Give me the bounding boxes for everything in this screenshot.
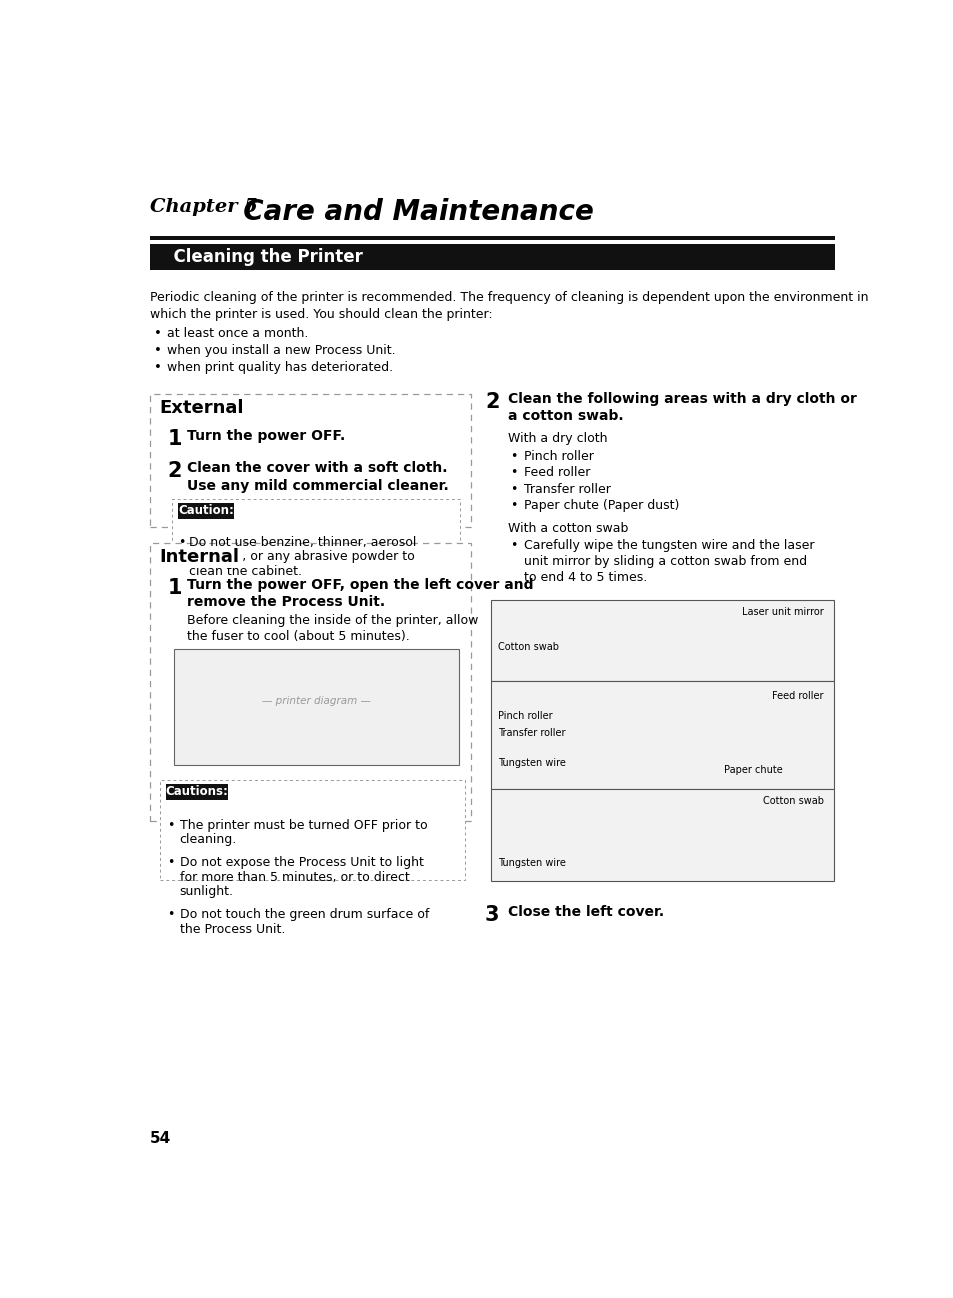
Text: Transfer roller: Transfer roller xyxy=(497,728,565,739)
Text: to end 4 to 5 times.: to end 4 to 5 times. xyxy=(523,571,646,584)
Text: Use any mild commercial cleaner.: Use any mild commercial cleaner. xyxy=(187,479,449,493)
Text: clean the cabinet.: clean the cabinet. xyxy=(189,565,302,578)
Text: Do not touch the green drum surface of: Do not touch the green drum surface of xyxy=(179,909,429,922)
Text: 3: 3 xyxy=(484,905,499,924)
Text: •: • xyxy=(178,536,185,549)
Text: Close the left cover.: Close the left cover. xyxy=(508,905,663,919)
Text: 2: 2 xyxy=(484,392,499,411)
Text: for more than 5 minutes, or to direct: for more than 5 minutes, or to direct xyxy=(179,871,409,884)
Text: •: • xyxy=(167,857,174,870)
Text: •: • xyxy=(167,909,174,922)
Text: Tungsten wire: Tungsten wire xyxy=(497,858,565,868)
Text: Before cleaning the inside of the printer, allow: Before cleaning the inside of the printe… xyxy=(187,614,478,627)
Text: Laser unit mirror: Laser unit mirror xyxy=(741,607,822,617)
Text: Cautions:: Cautions: xyxy=(165,785,228,798)
Text: at least once a month.: at least once a month. xyxy=(167,327,309,340)
Bar xyxy=(491,789,833,881)
FancyBboxPatch shape xyxy=(150,544,471,820)
Text: Cotton swab: Cotton swab xyxy=(761,796,822,806)
Text: Pinch roller: Pinch roller xyxy=(523,449,593,462)
Text: unit mirror by sliding a cotton swab from end: unit mirror by sliding a cotton swab fro… xyxy=(523,556,806,569)
Text: Internal: Internal xyxy=(159,548,239,566)
Text: Pinch roller: Pinch roller xyxy=(497,711,552,720)
Text: when you install a new Process Unit.: when you install a new Process Unit. xyxy=(167,344,395,357)
Text: With a dry cloth: With a dry cloth xyxy=(508,432,607,445)
Text: the Process Unit.: the Process Unit. xyxy=(179,923,285,936)
Text: •: • xyxy=(509,483,517,496)
Text: — printer diagram —: — printer diagram — xyxy=(262,696,371,706)
Text: Feed roller: Feed roller xyxy=(523,466,590,479)
Text: sunlight.: sunlight. xyxy=(179,885,233,898)
Text: remove the Process Unit.: remove the Process Unit. xyxy=(187,596,385,610)
Text: Clean the following areas with a dry cloth or: Clean the following areas with a dry clo… xyxy=(508,392,857,406)
Text: Carefully wipe the tungsten wire and the laser: Carefully wipe the tungsten wire and the… xyxy=(523,539,814,552)
Text: Turn the power OFF.: Turn the power OFF. xyxy=(187,428,345,443)
Text: With a cotton swab: With a cotton swab xyxy=(508,522,628,535)
Text: •: • xyxy=(509,539,517,552)
FancyBboxPatch shape xyxy=(159,780,464,880)
Text: Turn the power OFF, open the left cover and: Turn the power OFF, open the left cover … xyxy=(187,578,534,592)
Bar xyxy=(150,236,835,240)
Text: Feed roller: Feed roller xyxy=(771,692,822,701)
Bar xyxy=(150,244,835,270)
Text: a cotton swab.: a cotton swab. xyxy=(508,409,623,423)
Text: Caution:: Caution: xyxy=(178,504,233,517)
Text: •: • xyxy=(154,344,162,357)
Text: Paper chute (Paper dust): Paper chute (Paper dust) xyxy=(523,500,679,513)
Text: which the printer is used. You should clean the printer:: which the printer is used. You should cl… xyxy=(150,308,493,321)
Text: Do not expose the Process Unit to light: Do not expose the Process Unit to light xyxy=(179,857,423,870)
Text: Cleaning the Printer: Cleaning the Printer xyxy=(162,248,362,266)
Text: •: • xyxy=(154,327,162,340)
Text: cleaners, or any abrasive powder to: cleaners, or any abrasive powder to xyxy=(189,550,415,563)
Text: cleaning.: cleaning. xyxy=(179,833,236,846)
Bar xyxy=(491,601,833,680)
Text: Care and Maintenance: Care and Maintenance xyxy=(224,199,593,226)
Text: 54: 54 xyxy=(150,1131,172,1146)
FancyBboxPatch shape xyxy=(172,500,459,567)
Text: Tungsten wire: Tungsten wire xyxy=(497,758,565,768)
Text: Periodic cleaning of the printer is recommended. The frequency of cleaning is de: Periodic cleaning of the printer is reco… xyxy=(150,291,868,304)
Text: •: • xyxy=(509,466,517,479)
Text: when print quality has deteriorated.: when print quality has deteriorated. xyxy=(167,361,393,374)
Text: •: • xyxy=(509,500,517,513)
Bar xyxy=(491,680,833,789)
Bar xyxy=(166,784,228,800)
FancyBboxPatch shape xyxy=(150,395,471,527)
Text: Cotton swab: Cotton swab xyxy=(497,643,558,652)
Text: •: • xyxy=(167,819,174,832)
Text: Paper chute: Paper chute xyxy=(723,765,781,775)
Text: Clean the cover with a soft cloth.: Clean the cover with a soft cloth. xyxy=(187,461,448,475)
Text: Chapter 5: Chapter 5 xyxy=(150,199,258,215)
Bar xyxy=(173,649,459,765)
Text: 2: 2 xyxy=(167,461,182,482)
Text: Do not use benzine, thinner, aerosol: Do not use benzine, thinner, aerosol xyxy=(189,536,416,549)
Text: •: • xyxy=(509,449,517,462)
Text: •: • xyxy=(154,361,162,374)
Bar xyxy=(178,502,233,519)
Text: the fuser to cool (about 5 minutes).: the fuser to cool (about 5 minutes). xyxy=(187,630,410,643)
Text: External: External xyxy=(159,398,244,417)
Text: Transfer roller: Transfer roller xyxy=(523,483,610,496)
Text: 1: 1 xyxy=(167,578,182,598)
Text: The printer must be turned OFF prior to: The printer must be turned OFF prior to xyxy=(179,819,427,832)
Text: 1: 1 xyxy=(167,428,182,449)
